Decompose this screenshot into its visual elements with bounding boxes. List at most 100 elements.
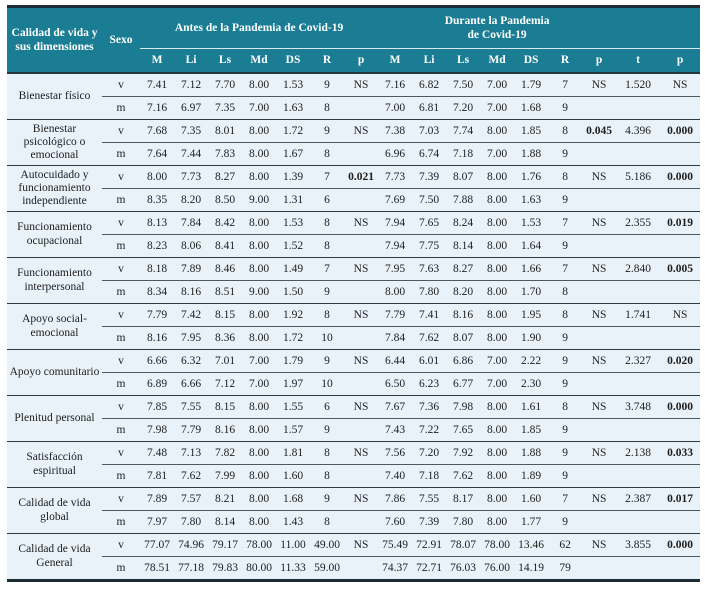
stat-cell: 7.03 bbox=[412, 119, 447, 143]
stat-cell bbox=[616, 234, 661, 258]
stat-cell: 1.55 bbox=[276, 395, 310, 419]
table-header: Calidad de vida y sus dimensiones Sexo A… bbox=[7, 6, 701, 74]
stat-cell: 0.000 bbox=[660, 119, 701, 143]
stat-cell: 7.79 bbox=[140, 303, 174, 327]
stat-cell: 7.73 bbox=[174, 165, 208, 189]
stat-cell: 1.92 bbox=[276, 303, 310, 327]
stat-cell: 1.31 bbox=[276, 188, 310, 212]
col-header-p-13: p bbox=[582, 48, 617, 74]
stat-cell: 8.00 bbox=[242, 257, 276, 281]
col-header-md-3: Md bbox=[242, 48, 276, 74]
stat-cell: 7.18 bbox=[446, 142, 481, 166]
stat-cell: NS bbox=[582, 73, 617, 97]
stat-cell: 7.22 bbox=[412, 418, 447, 442]
stat-cell: 7.35 bbox=[174, 119, 208, 143]
stat-cell: 14.19 bbox=[514, 556, 549, 581]
stat-cell bbox=[582, 280, 617, 304]
stat-cell: 8.17 bbox=[446, 487, 481, 511]
stat-cell bbox=[582, 372, 617, 396]
stat-cell: 8 bbox=[548, 119, 583, 143]
stat-cell bbox=[616, 96, 661, 120]
stat-cell bbox=[616, 418, 661, 442]
stat-cell: 7.82 bbox=[208, 441, 242, 465]
table-body: Bienestar físico v 7.41 7.12 7.70 8.00 1.53 9 NS… bbox=[7, 73, 701, 581]
dimension-label: Autocuidado y funcionamiento independien… bbox=[7, 165, 102, 212]
stat-cell: NS bbox=[344, 533, 379, 557]
stat-cell: 6.89 bbox=[140, 372, 174, 396]
col-group-durante-pandemia: Durante la Pandemia de Covid-19 bbox=[378, 6, 617, 49]
stat-cell: 1.50 bbox=[276, 280, 310, 304]
stat-cell: 1.72 bbox=[276, 326, 310, 350]
stat-cell: 7.65 bbox=[446, 418, 481, 442]
stat-cell: 8.15 bbox=[208, 303, 242, 327]
stat-cell bbox=[344, 188, 379, 212]
stat-cell: 76.00 bbox=[480, 556, 515, 581]
table-row: Apoyo comunitario v 6.66 6.32 7.01 7.00 1.79 9 N… bbox=[7, 349, 701, 396]
stat-cell: 8.14 bbox=[208, 510, 242, 534]
sexo-value: v bbox=[102, 487, 140, 511]
table-row: m 8.34 8.16 8.51 9.00 1.50 9 8.00 7.80 8.20 8.00 1.… bbox=[7, 280, 701, 304]
stat-cell: 8 bbox=[310, 510, 344, 534]
stat-cell: 79.17 bbox=[208, 533, 242, 557]
table-row: Calidad de vida global v 7.89 7.57 8.21 8.00 1… bbox=[7, 487, 701, 534]
stat-cell: 1.53 bbox=[514, 211, 549, 235]
sexo-value: v bbox=[102, 533, 140, 557]
stat-cell: 0.021 bbox=[344, 165, 379, 189]
stat-cell: 7.43 bbox=[378, 418, 413, 442]
stat-cell: 8 bbox=[310, 211, 344, 235]
stat-cell: 9 bbox=[548, 142, 583, 166]
stat-cell: 8.50 bbox=[208, 188, 242, 212]
stat-cell: 7.62 bbox=[412, 326, 447, 350]
stat-cell: NS bbox=[344, 441, 379, 465]
stat-cell: 7.38 bbox=[378, 119, 413, 143]
stat-cell: 7.01 bbox=[208, 349, 242, 373]
stat-cell: 7.79 bbox=[378, 303, 413, 327]
stat-cell bbox=[660, 372, 701, 396]
stat-cell bbox=[660, 96, 701, 120]
stat-cell: 1.68 bbox=[276, 487, 310, 511]
stat-cell: 8.00 bbox=[242, 418, 276, 442]
stat-cell: 8.00 bbox=[480, 188, 515, 212]
stat-cell: 7.94 bbox=[378, 234, 413, 258]
stat-cell: 59.00 bbox=[310, 556, 344, 581]
stat-cell: 1.52 bbox=[276, 234, 310, 258]
stat-cell: 7.18 bbox=[412, 464, 447, 488]
stat-cell: 9 bbox=[310, 73, 344, 97]
stat-cell: 1.63 bbox=[276, 96, 310, 120]
stat-cell: 1.60 bbox=[514, 487, 549, 511]
stat-cell: 8.00 bbox=[480, 119, 515, 143]
sexo-value: m bbox=[102, 96, 140, 120]
stat-cell: 8.00 bbox=[242, 395, 276, 419]
stat-cell: 74.37 bbox=[378, 556, 413, 581]
stat-cell: 1.64 bbox=[514, 234, 549, 258]
stat-cell: 10 bbox=[310, 372, 344, 396]
stat-cell: 8.00 bbox=[242, 119, 276, 143]
stat-cell: 1.95 bbox=[514, 303, 549, 327]
stat-cell: 8.00 bbox=[480, 510, 515, 534]
stat-cell: NS bbox=[660, 303, 701, 327]
dimension-label: Apoyo social-emocional bbox=[7, 303, 102, 350]
stat-cell: 7.97 bbox=[140, 510, 174, 534]
stat-cell: 6.96 bbox=[378, 142, 413, 166]
stat-cell: 8.27 bbox=[446, 257, 481, 281]
stat-cell: 7.55 bbox=[174, 395, 208, 419]
stat-cell: 2.22 bbox=[514, 349, 549, 373]
stat-cell: 7.74 bbox=[446, 119, 481, 143]
stat-cell: 3.855 bbox=[616, 533, 661, 557]
stat-cell: 7.41 bbox=[412, 303, 447, 327]
table-row: m 78.51 77.18 79.83 80.00 11.33 59.00 74.37 72.7… bbox=[7, 556, 701, 581]
stat-cell: 8.00 bbox=[480, 418, 515, 442]
sexo-value: m bbox=[102, 142, 140, 166]
stat-cell: 1.85 bbox=[514, 418, 549, 442]
sexo-value: m bbox=[102, 464, 140, 488]
stat-cell: 7.80 bbox=[174, 510, 208, 534]
stat-cell: NS bbox=[344, 395, 379, 419]
col-group-antes-pandemia: Antes de la Pandemia de Covid-19 bbox=[140, 6, 379, 49]
stat-cell: 8 bbox=[310, 441, 344, 465]
stat-cell: 72.91 bbox=[412, 533, 447, 557]
stat-cell: 7.16 bbox=[140, 96, 174, 120]
stat-cell: 8.06 bbox=[174, 234, 208, 258]
stat-cell: 7.98 bbox=[446, 395, 481, 419]
stat-cell: 1.72 bbox=[276, 119, 310, 143]
